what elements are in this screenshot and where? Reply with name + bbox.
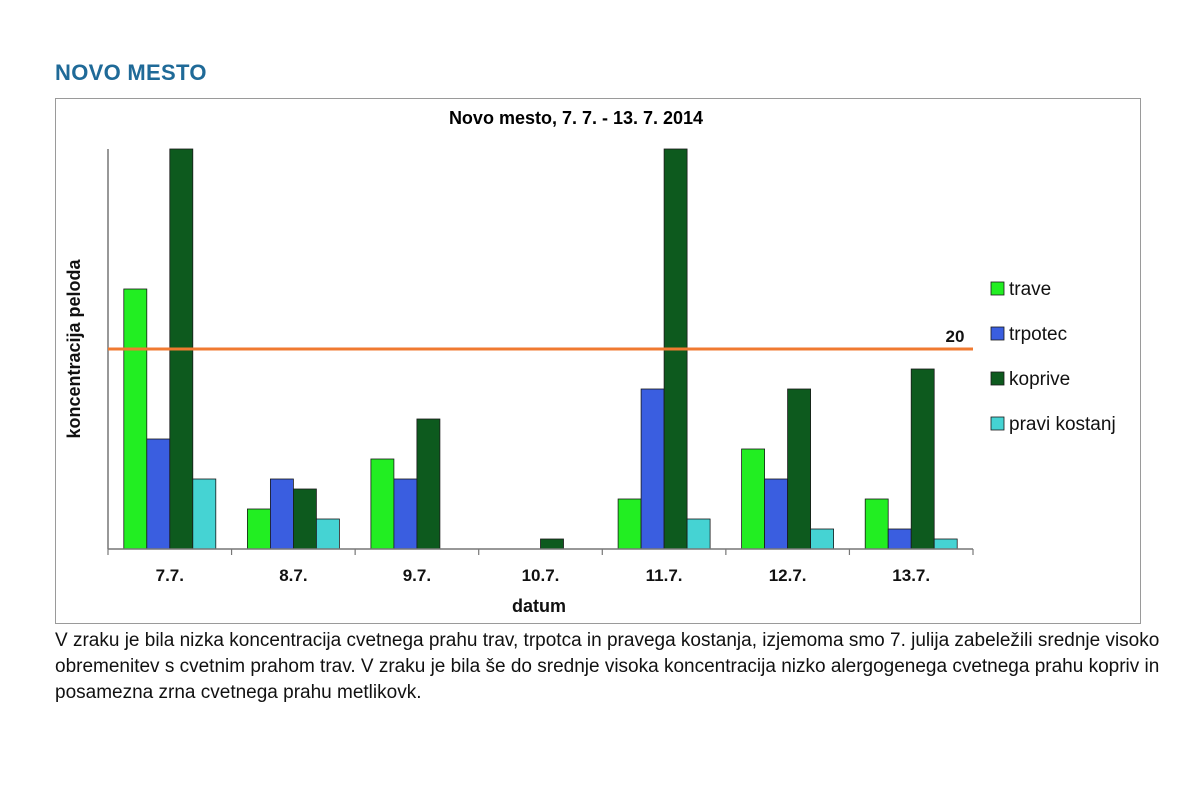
legend: trave trpotec koprive pravi kostanj	[990, 279, 1116, 435]
x-tick-label: 9.7.	[403, 566, 431, 585]
chart-title: Novo mesto, 7. 7. - 13. 7. 2014	[449, 108, 703, 128]
bar-koprive-8-7	[292, 488, 317, 550]
bar-trave-9-7	[370, 458, 395, 550]
x-ticks-group: 7.7. 8.7. 9.7. 10.7. 11.7. 12.7. 13.7.	[107, 549, 974, 585]
chart-frame: 7.7. 8.7. 9.7. 10.7. 11.7. 12.7. 13.7. 20 Novo…	[55, 98, 1141, 624]
legend-label-trpotec: trpotec	[1009, 324, 1067, 345]
legend-swatch-trave	[990, 281, 1005, 296]
bar-pravi-kostanj-11-7	[686, 518, 711, 550]
bar-trpotec-11-7	[640, 388, 665, 550]
reference-line-label: 20	[946, 327, 965, 346]
x-tick-label: 8.7.	[279, 566, 307, 585]
bar-pravi-kostanj-12-7	[810, 528, 834, 550]
y-axis-title: koncentracija peloda	[64, 258, 84, 438]
legend-label-trave: trave	[1009, 279, 1051, 300]
x-tick-label: 11.7.	[646, 566, 683, 585]
bar-trpotec-9-7	[393, 478, 418, 550]
bar-koprive-12-7	[787, 388, 811, 550]
legend-label-pravi-kostanj: pravi kostanj	[1009, 414, 1116, 435]
description-text: V zraku je bila nizka koncentracija cvet…	[55, 630, 1160, 703]
legend-swatch-koprive	[990, 371, 1005, 386]
x-tick-label: 13.7.	[892, 566, 930, 585]
bar-pravi-kostanj-13-7	[933, 538, 958, 550]
bar-chart: 7.7. 8.7. 9.7. 10.7. 11.7. 12.7. 13.7. 20 Novo…	[64, 108, 1116, 616]
bar-trave-13-7	[864, 498, 889, 550]
x-tick-label: 10.7.	[522, 566, 560, 585]
bar-koprive-10-7	[540, 538, 564, 550]
x-tick-label: 7.7.	[156, 566, 184, 585]
bar-trpotec-8-7	[269, 478, 294, 550]
bar-pravi-kostanj-8-7	[315, 518, 340, 550]
legend-label-koprive: koprive	[1009, 369, 1070, 390]
bar-pravi-kostanj-7-7	[192, 478, 217, 550]
legend-swatch-trpotec	[990, 326, 1005, 341]
bar-trpotec-7-7	[146, 438, 171, 550]
bar-trpotec-12-7	[764, 478, 788, 550]
bar-trave-12-7	[741, 448, 765, 550]
legend-swatch-pravi-kostanj	[990, 416, 1005, 431]
x-axis-title: datum	[512, 596, 566, 616]
bar-koprive-13-7	[910, 368, 935, 550]
bar-trave-7-7	[123, 288, 148, 550]
bar-trave-8-7	[246, 508, 271, 550]
bar-koprive-9-7	[416, 418, 441, 550]
page-heading: NOVO MESTO	[55, 60, 207, 85]
bar-trave-11-7	[617, 498, 642, 550]
bar-trpotec-13-7	[887, 528, 912, 550]
x-tick-label: 12.7.	[769, 566, 807, 585]
